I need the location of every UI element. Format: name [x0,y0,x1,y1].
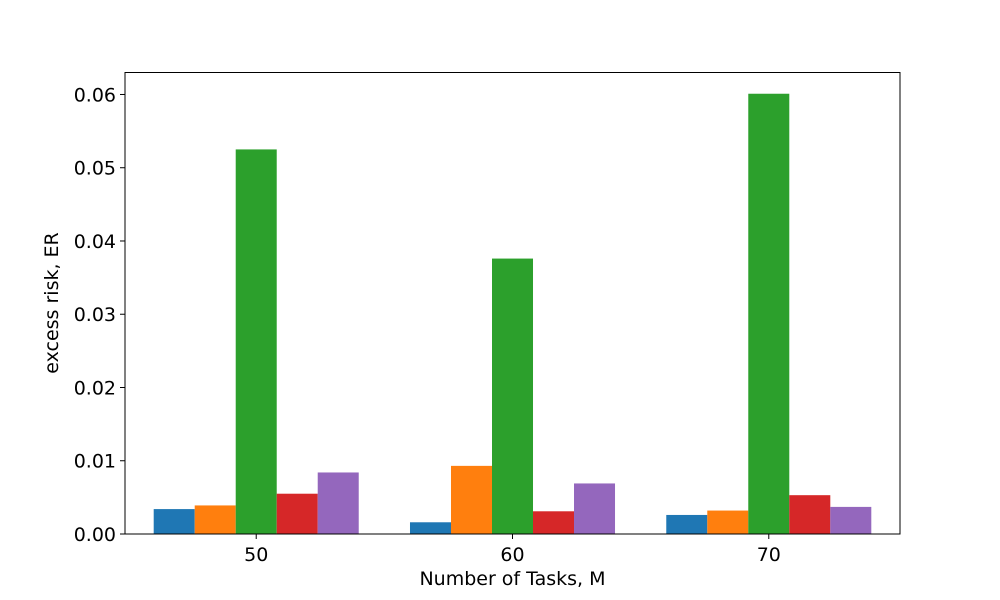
x-tick-label: 50 [244,544,268,566]
bar-series-4-50 [276,493,318,534]
bar-series-3-50 [235,149,277,535]
y-tick-label: 0.01 [74,451,116,473]
bars-group [153,93,872,535]
bar-series-1-60 [409,522,451,534]
y-tick-label: 0.02 [74,377,116,399]
y-tick-label: 0.04 [74,231,116,253]
y-tick-label: 0.05 [74,158,116,180]
plot-frame [124,72,901,535]
bar-series-5-70 [830,506,872,534]
bar-series-2-60 [450,465,492,534]
x-axis-label: Number of Tasks, M [419,568,605,590]
y-tick-label: 0.06 [74,84,116,106]
y-tick-label: 0.00 [74,524,116,546]
bar-series-5-60 [574,483,616,534]
bar-series-1-50 [153,509,195,534]
bar-series-1-70 [666,514,708,534]
x-tick-label: 60 [500,544,524,566]
bar-series-3-60 [492,258,534,534]
x-tick-label: 70 [757,544,781,566]
bar-series-3-70 [748,93,790,535]
y-axis-label: excess risk, ER [41,232,63,374]
bar-series-2-50 [194,505,236,534]
bar-series-5-50 [317,472,359,534]
bar-series-4-60 [533,511,575,534]
y-axis-ticks: 0.00 0.01 0.02 0.03 0.04 0.05 0.06 [74,84,125,546]
bar-series-2-70 [707,510,749,534]
bar-series-4-70 [789,495,831,534]
x-axis-ticks: 50 60 70 [244,534,781,566]
y-tick-label: 0.03 [74,304,116,326]
